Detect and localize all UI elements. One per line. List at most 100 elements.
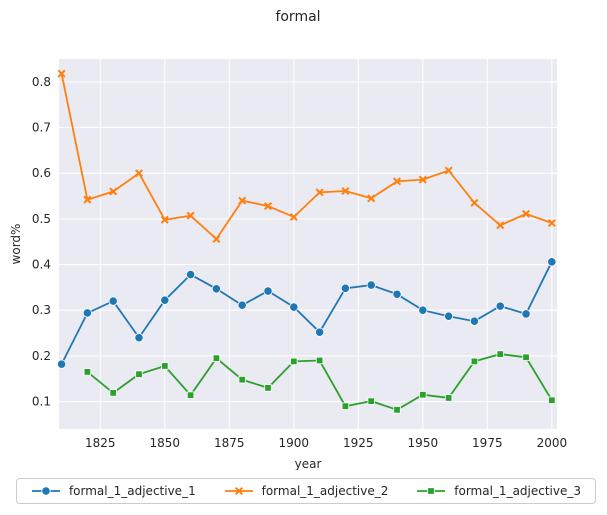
legend-marker — [427, 487, 435, 495]
legend-label: formal_1_adjective_1 — [68, 484, 196, 498]
x-tick-label: 1825 — [85, 436, 116, 450]
data-point — [444, 394, 453, 402]
data-point — [83, 368, 92, 376]
data-point — [289, 213, 298, 222]
data-point — [547, 257, 557, 267]
plot-area — [59, 59, 557, 429]
series-line — [60, 73, 553, 241]
data-point — [367, 194, 376, 203]
data-point — [160, 215, 169, 224]
y-tick-label: 0.1 — [32, 395, 51, 409]
data-point — [522, 353, 530, 361]
y-tick-label: 0.3 — [32, 303, 51, 317]
data-point — [393, 406, 401, 414]
data-point — [495, 301, 505, 311]
data-point — [418, 175, 427, 184]
series-2 — [57, 69, 556, 243]
data-point — [56, 359, 67, 369]
data-point — [289, 302, 299, 312]
data-point — [185, 270, 196, 280]
legend-label: formal_1_adjective_2 — [261, 484, 389, 498]
legend-marker — [234, 486, 243, 496]
series-1 — [56, 257, 557, 369]
data-point — [109, 389, 117, 397]
legend-swatch — [31, 486, 60, 496]
data-point — [238, 375, 246, 384]
legend-item: formal_1_adjective_3 — [416, 484, 581, 498]
series-layer — [56, 69, 557, 414]
data-point — [237, 300, 247, 310]
data-point — [392, 289, 402, 299]
y-tick-label: 0.6 — [32, 166, 51, 180]
data-point — [135, 370, 143, 378]
legend-marker — [41, 486, 51, 496]
legend-item: formal_1_adjective_2 — [224, 484, 389, 498]
line-chart: formal 1825 1850 1875 1900 1925 1950 1975 2000 0… — [9, 9, 567, 470]
y-tick-label: 0.7 — [32, 121, 51, 135]
chart-title: formal — [275, 9, 320, 25]
data-point — [315, 327, 325, 337]
data-point — [134, 169, 143, 178]
data-point — [444, 166, 453, 175]
data-point — [82, 308, 92, 318]
data-point — [547, 218, 556, 227]
data-point — [419, 391, 427, 399]
x-axis-label: year — [295, 457, 322, 470]
data-point — [393, 177, 402, 186]
data-point — [212, 234, 221, 243]
x-tick-label: 1850 — [150, 436, 181, 450]
data-point — [186, 211, 195, 220]
series-3 — [83, 350, 556, 414]
data-point — [212, 354, 221, 362]
data-point — [264, 384, 272, 392]
y-tick-label: 0.8 — [32, 75, 51, 89]
data-point — [496, 350, 504, 358]
data-point — [521, 309, 531, 319]
x-tick-label: 2000 — [537, 436, 568, 450]
data-point — [263, 286, 273, 296]
legend-swatch — [224, 486, 253, 496]
chart-legend: formal_1_adjective_1 formal_1_adjective_2… — [16, 478, 596, 504]
x-tick-label: 1925 — [343, 436, 374, 450]
data-point — [496, 221, 505, 230]
tick-labels: 1825 1850 1875 1900 1925 1950 1975 2000 0.1 0.2 0.… — [32, 75, 567, 450]
data-point — [418, 305, 428, 315]
data-point — [469, 316, 480, 326]
data-point — [109, 187, 118, 196]
x-tick-label: 1975 — [472, 436, 503, 450]
data-point — [290, 357, 298, 366]
data-point — [186, 391, 195, 399]
x-tick-label: 1900 — [279, 436, 310, 450]
legend-label: formal_1_adjective_3 — [454, 484, 582, 498]
data-point — [366, 280, 376, 290]
data-point — [444, 311, 454, 321]
y-tick-label: 0.4 — [32, 258, 51, 272]
y-tick-label: 0.2 — [32, 349, 51, 363]
data-point — [161, 362, 169, 370]
data-point — [263, 202, 273, 211]
data-point — [341, 402, 350, 410]
data-point — [108, 296, 118, 306]
legend-swatch — [417, 487, 446, 495]
data-point — [57, 69, 66, 78]
data-point — [160, 295, 170, 305]
data-point — [340, 283, 351, 293]
y-tick-label: 0.5 — [32, 212, 51, 226]
data-point — [315, 356, 324, 365]
data-point — [548, 396, 556, 404]
data-point — [134, 333, 144, 343]
data-point — [470, 357, 479, 366]
data-point — [522, 209, 531, 218]
data-point — [367, 397, 375, 405]
grid-lines — [59, 59, 557, 429]
data-point — [83, 195, 92, 204]
data-point — [341, 187, 350, 196]
data-point — [470, 198, 479, 207]
data-point — [238, 196, 247, 205]
data-point — [211, 284, 221, 294]
y-axis-label: word% — [9, 224, 23, 265]
x-tick-label: 1950 — [408, 436, 439, 450]
x-tick-label: 1875 — [214, 436, 245, 450]
data-point — [315, 188, 324, 197]
legend-item: formal_1_adjective_1 — [31, 484, 196, 498]
